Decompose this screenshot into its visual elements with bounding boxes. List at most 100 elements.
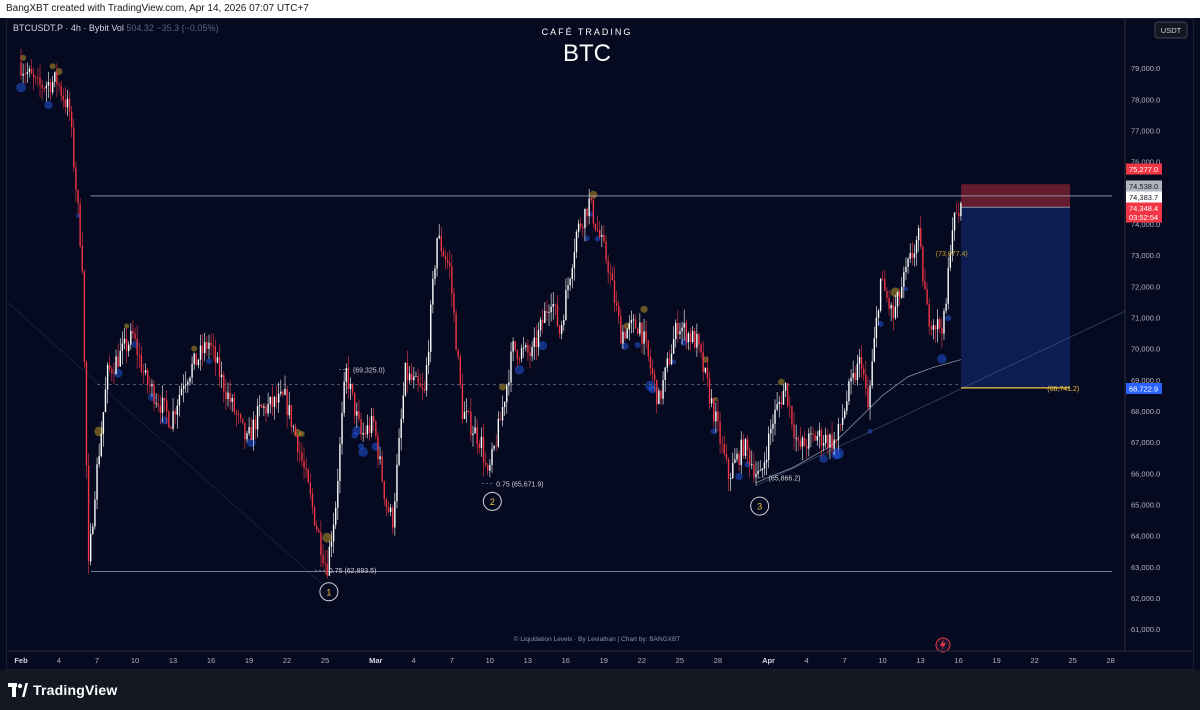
candle [364,425,366,438]
candle-body [837,424,840,441]
candle-body [759,470,761,472]
candle [782,384,785,406]
candle [594,223,597,233]
candle [77,188,79,215]
candle [884,269,886,292]
fib-label: (69,325.0) [353,368,385,375]
candle-body [461,384,464,419]
candle [22,63,24,84]
candle-body [630,320,633,323]
candle-body [651,368,654,375]
candle [231,393,233,412]
candle-body [590,198,592,200]
candle [66,89,69,117]
candle [83,269,86,369]
candle [871,348,873,389]
candle [744,437,747,460]
candle-body [882,278,884,280]
candle-body [778,402,780,405]
candle [49,78,52,101]
candle [406,350,409,393]
candle [514,341,516,352]
position-target-zone[interactable] [961,207,1071,388]
candle-body [140,355,143,372]
candle-body [748,450,751,466]
wave-marker-3[interactable]: 3 [750,496,770,516]
candle-body [852,373,854,378]
candle-body [58,84,60,86]
candle-body [662,380,664,399]
candle [818,422,821,449]
candle-body [239,414,242,419]
y-tick-label: 63,000.0 [1131,563,1160,572]
candle-body [237,414,240,416]
x-tick-label: 4 [412,656,416,665]
candle-body [144,370,147,373]
x-tick-label: 25 [1068,656,1076,665]
candle [867,376,869,410]
candle-body [753,464,755,477]
candle-body [225,391,227,399]
candle [385,497,388,517]
candle-body [780,402,783,405]
candle [854,366,856,384]
candle [35,75,37,85]
candle [229,380,231,410]
liquidation-bubble-long [945,315,952,322]
trendline-faint [7,301,339,599]
candle [153,380,155,412]
tradingview-logo[interactable]: TradingView [8,682,117,698]
fib-label: (68,741.2) [1047,386,1079,393]
symbol-legend-text: BTCUSDT.P · 4h · Bybit Vol 504.32 −35.3 … [13,23,218,33]
candle-body [41,84,43,89]
currency-button[interactable]: USDT [1154,21,1188,39]
candle [373,407,375,431]
candle [620,308,622,344]
candle [328,540,331,577]
candle [478,439,481,454]
candle-body [541,319,544,323]
wave-marker-2[interactable]: 2 [482,491,502,511]
candle-body [81,245,83,272]
price-axis[interactable] [1125,19,1193,651]
candle-body [582,226,584,229]
candle [73,119,75,173]
x-tick-label: 13 [916,656,924,665]
candle [457,348,459,361]
lightning-icon[interactable] [935,637,951,653]
candle [375,419,377,439]
candle-body [637,328,639,334]
price-chart[interactable]: BTCUSDT.P · 4h · Bybit Vol 504.32 −35.3 … [7,19,1193,669]
candle-body [470,411,472,436]
candle-body [892,304,894,318]
candle [290,404,293,434]
candle-body [736,453,738,460]
candle [417,368,419,392]
candle-body [601,235,603,237]
candle [953,212,956,241]
candle [675,319,677,348]
candle [351,383,354,396]
wave-marker-1[interactable]: 1 [319,582,339,602]
trendline [755,310,1126,487]
candle [470,397,472,442]
candle-body [691,330,694,342]
candle-body [594,223,597,230]
candle-body [782,390,785,405]
candle-body [168,411,170,428]
candle-body [789,405,791,407]
x-tick-label: 10 [878,656,886,665]
candle [535,324,538,361]
candle-body [134,333,136,339]
fib-label: (65,866.2) [769,476,801,483]
liquidation-bubble-long [832,447,844,459]
candle-body [20,61,22,76]
candle [214,339,217,377]
candle [400,408,402,451]
candle [658,387,660,405]
liquidation-bubble-long [351,432,358,439]
candle-body [757,470,759,474]
candle-body [871,361,873,386]
candle [510,342,512,393]
candle [751,450,753,470]
